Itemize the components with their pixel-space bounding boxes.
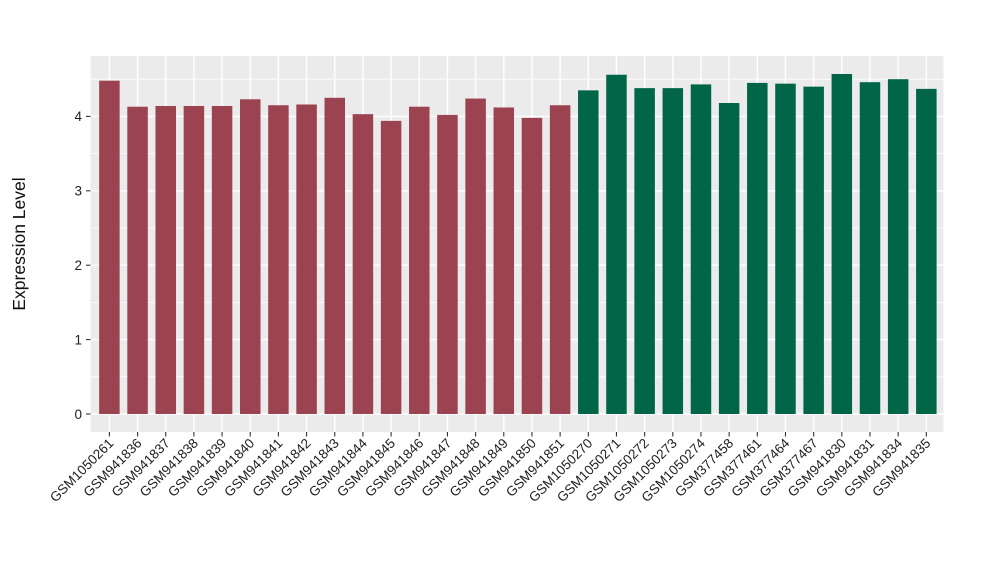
- bar-GSM941835: [916, 88, 937, 414]
- bar-GSM941849: [493, 107, 515, 415]
- bar-GSM1050274: [690, 84, 712, 415]
- bar-GSM377458: [718, 103, 740, 415]
- bar-GSM1050261: [99, 80, 120, 415]
- gridlines-major: [90, 115, 944, 415]
- y-axis-title: Expression Level: [9, 177, 29, 310]
- plot-panel-background: [90, 56, 944, 432]
- bar-GSM941844: [352, 114, 374, 414]
- bar-GSM941837: [155, 105, 176, 414]
- bar-GSM1050272: [634, 88, 655, 415]
- bar-GSM941841: [268, 105, 289, 415]
- bar-GSM377461: [747, 82, 768, 415]
- bar-GSM941840: [240, 99, 261, 415]
- y-axis-ticks: 0 1 2 3 4: [74, 109, 91, 422]
- y-axis-label-0: 0: [74, 407, 82, 422]
- bar-GSM941848: [465, 98, 486, 414]
- y-axis-label-4: 4: [74, 109, 82, 124]
- bar-GSM941830: [831, 73, 853, 414]
- bar-GSM377467: [803, 86, 824, 414]
- bar-GSM941836: [127, 106, 148, 414]
- x-axis-labels: GSM1050261GSM941836GSM941837GSM941838GSM…: [47, 435, 933, 505]
- bar-GSM941847: [437, 114, 458, 415]
- y-axis-label-2: 2: [74, 258, 82, 273]
- bars: [99, 73, 937, 415]
- bar-GSM1050270: [578, 90, 599, 415]
- bar-GSM941839: [211, 105, 233, 414]
- y-axis-label-1: 1: [74, 332, 82, 347]
- bar-GSM941846: [409, 106, 430, 414]
- y-axis-label-3: 3: [74, 184, 82, 199]
- x-axis-ticks: [108, 432, 927, 437]
- bar-GSM1050271: [606, 74, 627, 415]
- bar-GSM941851: [549, 105, 571, 415]
- bar-GSM941834: [887, 79, 909, 414]
- plot-area: GSM1050261GSM941836GSM941837GSM941838GSM…: [47, 56, 944, 505]
- gridlines-minor: [90, 78, 944, 378]
- bar-GSM941845: [380, 120, 402, 414]
- bar-GSM941850: [521, 117, 543, 414]
- bar-GSM941838: [183, 105, 205, 414]
- bar-GSM941843: [324, 97, 346, 415]
- bar-GSM377464: [775, 83, 796, 414]
- bar-GSM1050273: [662, 88, 684, 415]
- bar-GSM941842: [296, 104, 317, 414]
- bar-GSM941831: [859, 82, 881, 415]
